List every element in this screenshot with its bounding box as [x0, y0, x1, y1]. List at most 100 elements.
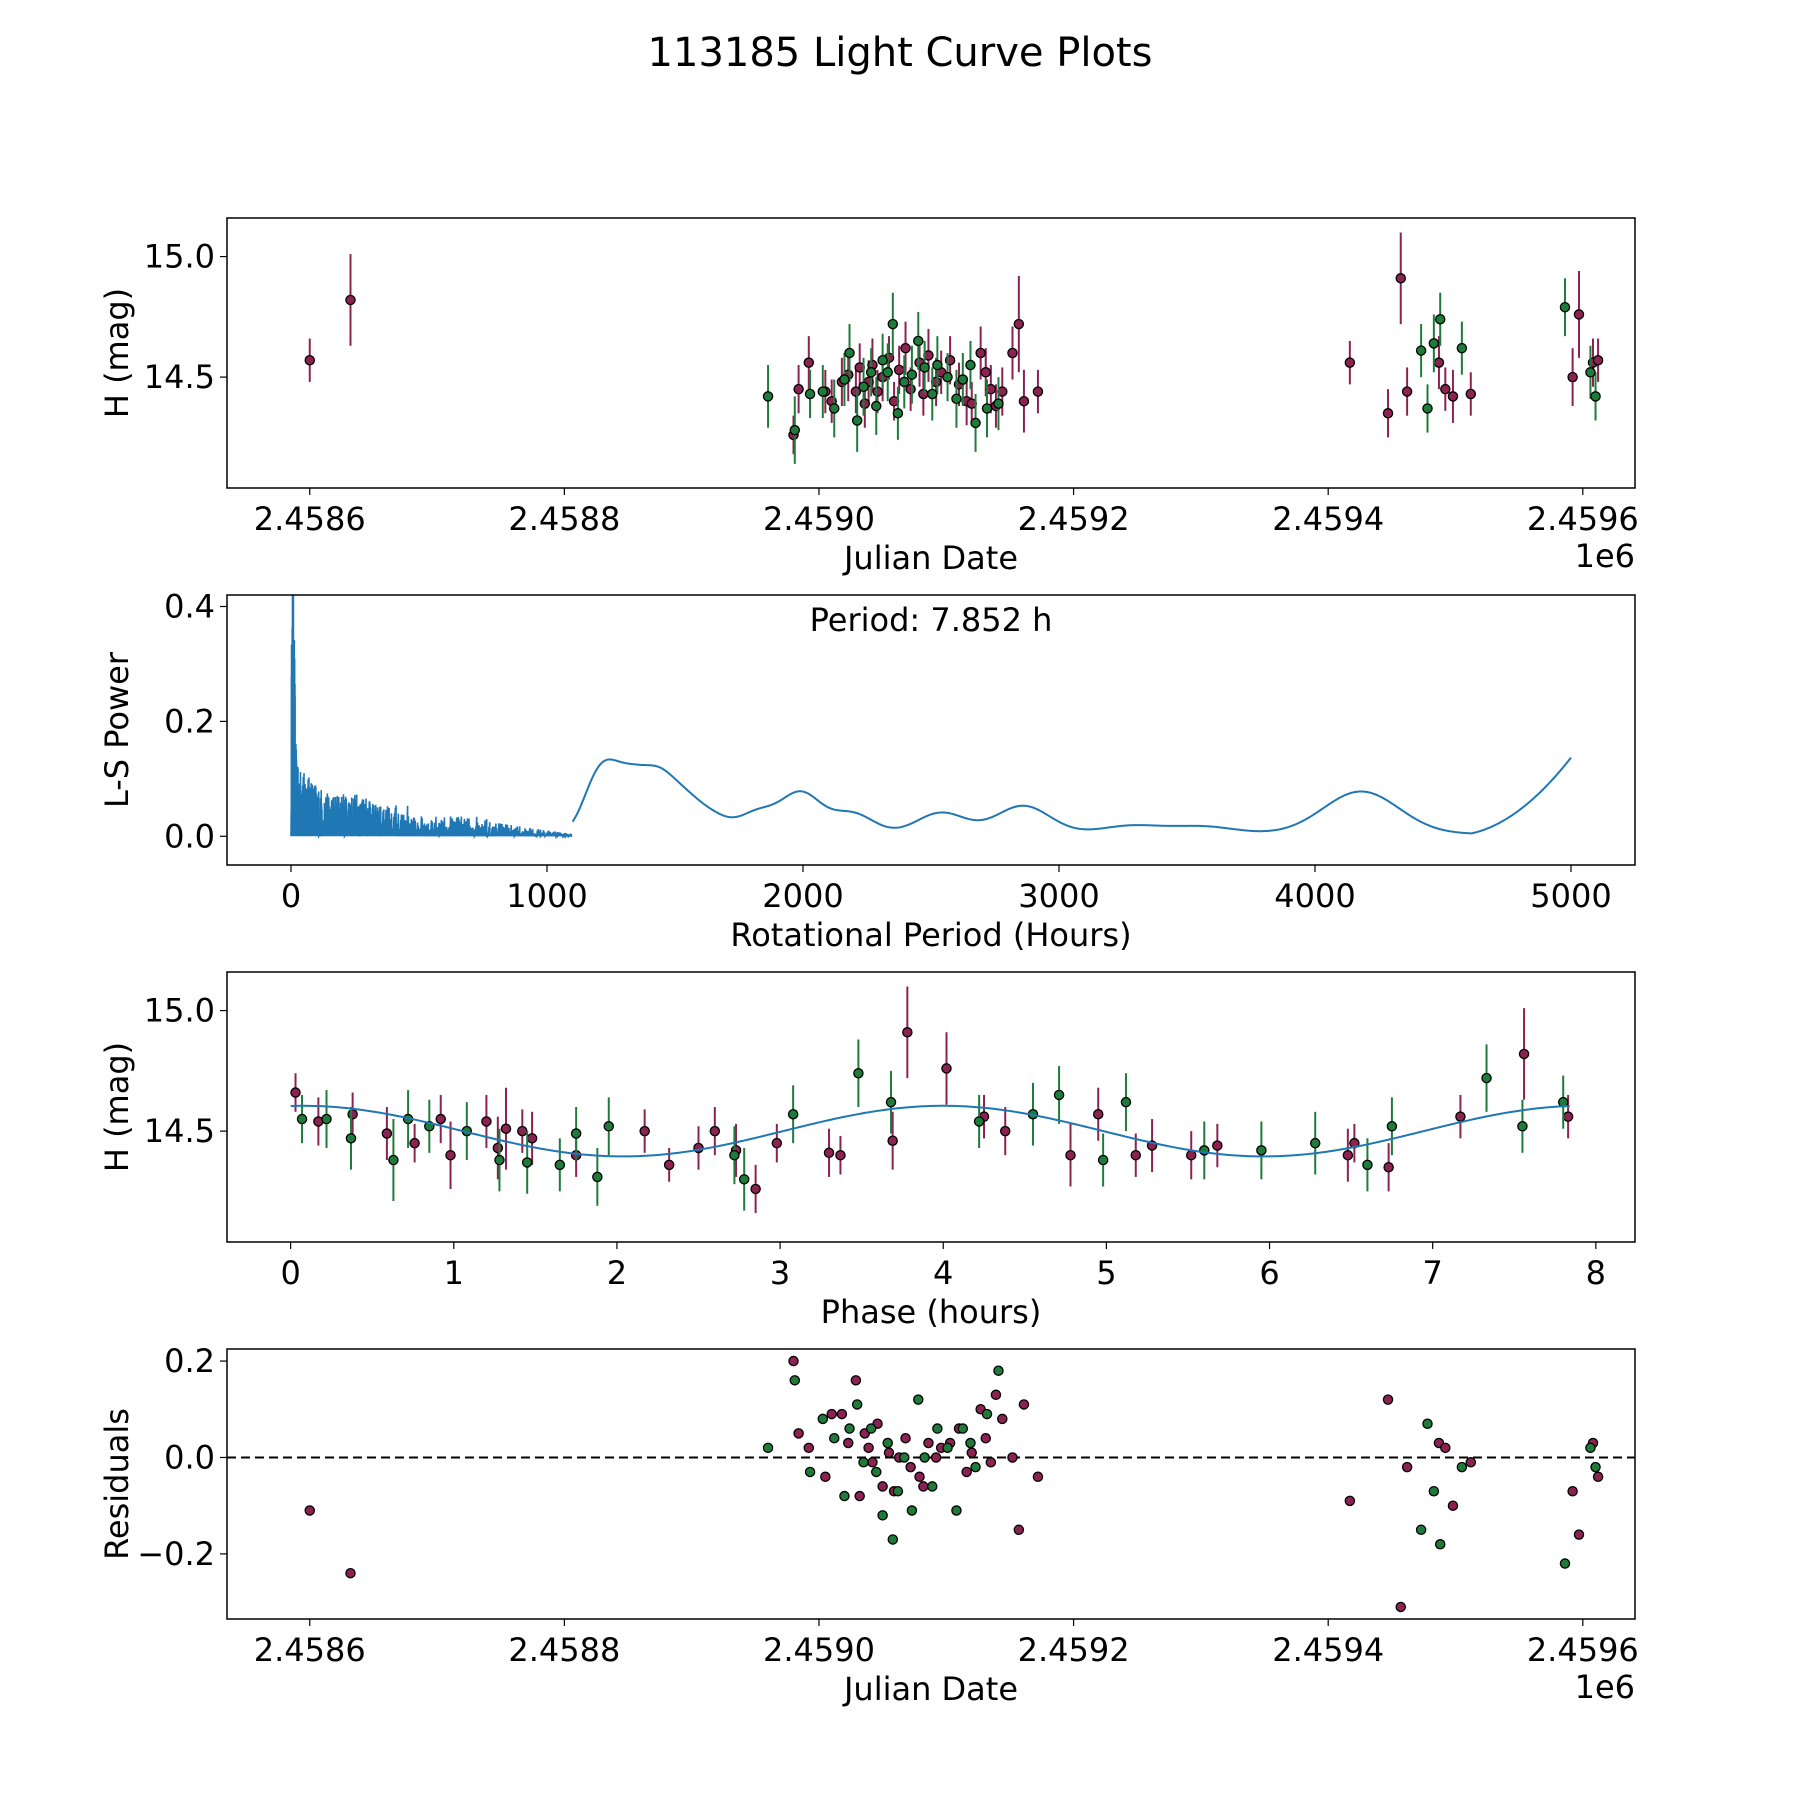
data-point [639, 1125, 650, 1137]
data-point [973, 1116, 985, 1127]
data-point [347, 1108, 358, 1120]
data-point [867, 1457, 878, 1468]
data-point [1440, 1442, 1451, 1454]
data-point [999, 1125, 1011, 1137]
x-offset-label: 1e6 [1575, 1668, 1635, 1706]
data-point [1018, 1399, 1030, 1410]
data-point [409, 1137, 420, 1149]
data-point [965, 1437, 976, 1449]
data-point [1428, 338, 1440, 349]
residuals-panel: 2.4586 2.4588 2.4590 2.4592 2.4594 2.4596 −0.2… [98, 1342, 1639, 1708]
data-point [793, 383, 804, 395]
data-point [1386, 1121, 1398, 1132]
data-point [1592, 354, 1604, 366]
data-point [738, 1174, 750, 1185]
y-tick-label: 15.0 [144, 992, 215, 1030]
data-point [970, 1461, 981, 1473]
data-point [1120, 1096, 1132, 1108]
data-point [1053, 1089, 1065, 1101]
data-point [906, 1505, 918, 1516]
y-tick-label: 14.5 [144, 358, 215, 396]
x-tick-label: 2.4596 [1527, 500, 1639, 538]
data-point [918, 1481, 929, 1492]
data-point [900, 1432, 911, 1444]
data-point [839, 1490, 850, 1502]
data-point [762, 391, 774, 402]
data-point [381, 1128, 393, 1139]
x-tick-label: 2.4590 [763, 500, 875, 538]
data-point [1007, 347, 1018, 359]
data-point [296, 1113, 308, 1125]
data-point [828, 1432, 840, 1444]
data-point [1032, 1471, 1044, 1483]
data-point [1456, 1461, 1468, 1473]
data-point [923, 1437, 934, 1449]
data-point [1447, 1500, 1459, 1511]
data-point [663, 1159, 675, 1171]
figure-title: 113185 Light Curve Plots [648, 30, 1153, 76]
y-tick-label: 0.0 [164, 817, 215, 855]
x-tick-label: 2.4592 [1018, 500, 1130, 538]
data-point [788, 1355, 799, 1367]
x-offset-label: 1e6 [1575, 537, 1635, 575]
data-point [1434, 313, 1446, 325]
x-tick-label: 2000 [762, 877, 843, 915]
x-tick-label: 2 [607, 1254, 627, 1292]
data-point [835, 1149, 846, 1161]
data-point [1573, 309, 1585, 320]
x-tick-label: 0 [280, 1254, 300, 1292]
data-point [1395, 1601, 1407, 1613]
data-point [930, 1452, 942, 1463]
data-point [941, 1063, 952, 1074]
data-point [918, 388, 929, 400]
data-point [1032, 386, 1044, 397]
data-point [729, 1149, 740, 1161]
data-point [905, 383, 916, 395]
data-point [321, 1113, 332, 1125]
data-point [826, 1408, 837, 1420]
x-tick-label: 2.4596 [1527, 1631, 1639, 1669]
data-point [1559, 1558, 1571, 1569]
data-point [865, 1423, 877, 1434]
data-point [913, 335, 924, 347]
data-point [885, 1096, 897, 1108]
x-tick-label: 2.4594 [1272, 1631, 1384, 1669]
panels: 2.4586 2.4588 2.4590 2.4592 2.4594 2.4596 14.5… [98, 217, 1639, 1708]
data-point [1518, 1048, 1530, 1060]
data-point [820, 1471, 831, 1483]
data-point [1422, 403, 1433, 414]
data-point [1517, 1121, 1528, 1132]
data-point [1092, 1108, 1104, 1120]
data-point [851, 1399, 863, 1410]
data-point [957, 1423, 969, 1434]
data-point [887, 318, 899, 330]
data-point [927, 1481, 938, 1492]
data-point [850, 386, 862, 397]
data-point [445, 1149, 456, 1161]
data-point [932, 359, 943, 371]
x-tick-label: 5000 [1530, 877, 1611, 915]
data-point [980, 367, 991, 378]
data-point [1465, 1457, 1477, 1468]
data-point [858, 1457, 869, 1468]
data-point [871, 400, 882, 412]
data-point [1585, 367, 1596, 378]
data-point [1481, 1072, 1492, 1084]
data-point [1592, 1471, 1604, 1483]
data-point [1434, 1539, 1446, 1550]
data-point [883, 1447, 895, 1458]
data-point [1562, 1111, 1574, 1122]
period-annotation: Period: 7.852 h [810, 601, 1053, 639]
x-tick-label: 5 [1096, 1254, 1116, 1292]
data-point [993, 1365, 1004, 1376]
data-point [932, 1423, 943, 1434]
axes-frame [226, 217, 1636, 489]
x-tick-label: 2.4590 [763, 1631, 875, 1669]
data-point [789, 424, 801, 436]
data-point [839, 374, 850, 385]
data-point [1401, 386, 1413, 397]
y-axis-label: L-S Power [98, 651, 136, 808]
periodogram-dense-line [290, 595, 573, 840]
data-point [1383, 1162, 1394, 1173]
